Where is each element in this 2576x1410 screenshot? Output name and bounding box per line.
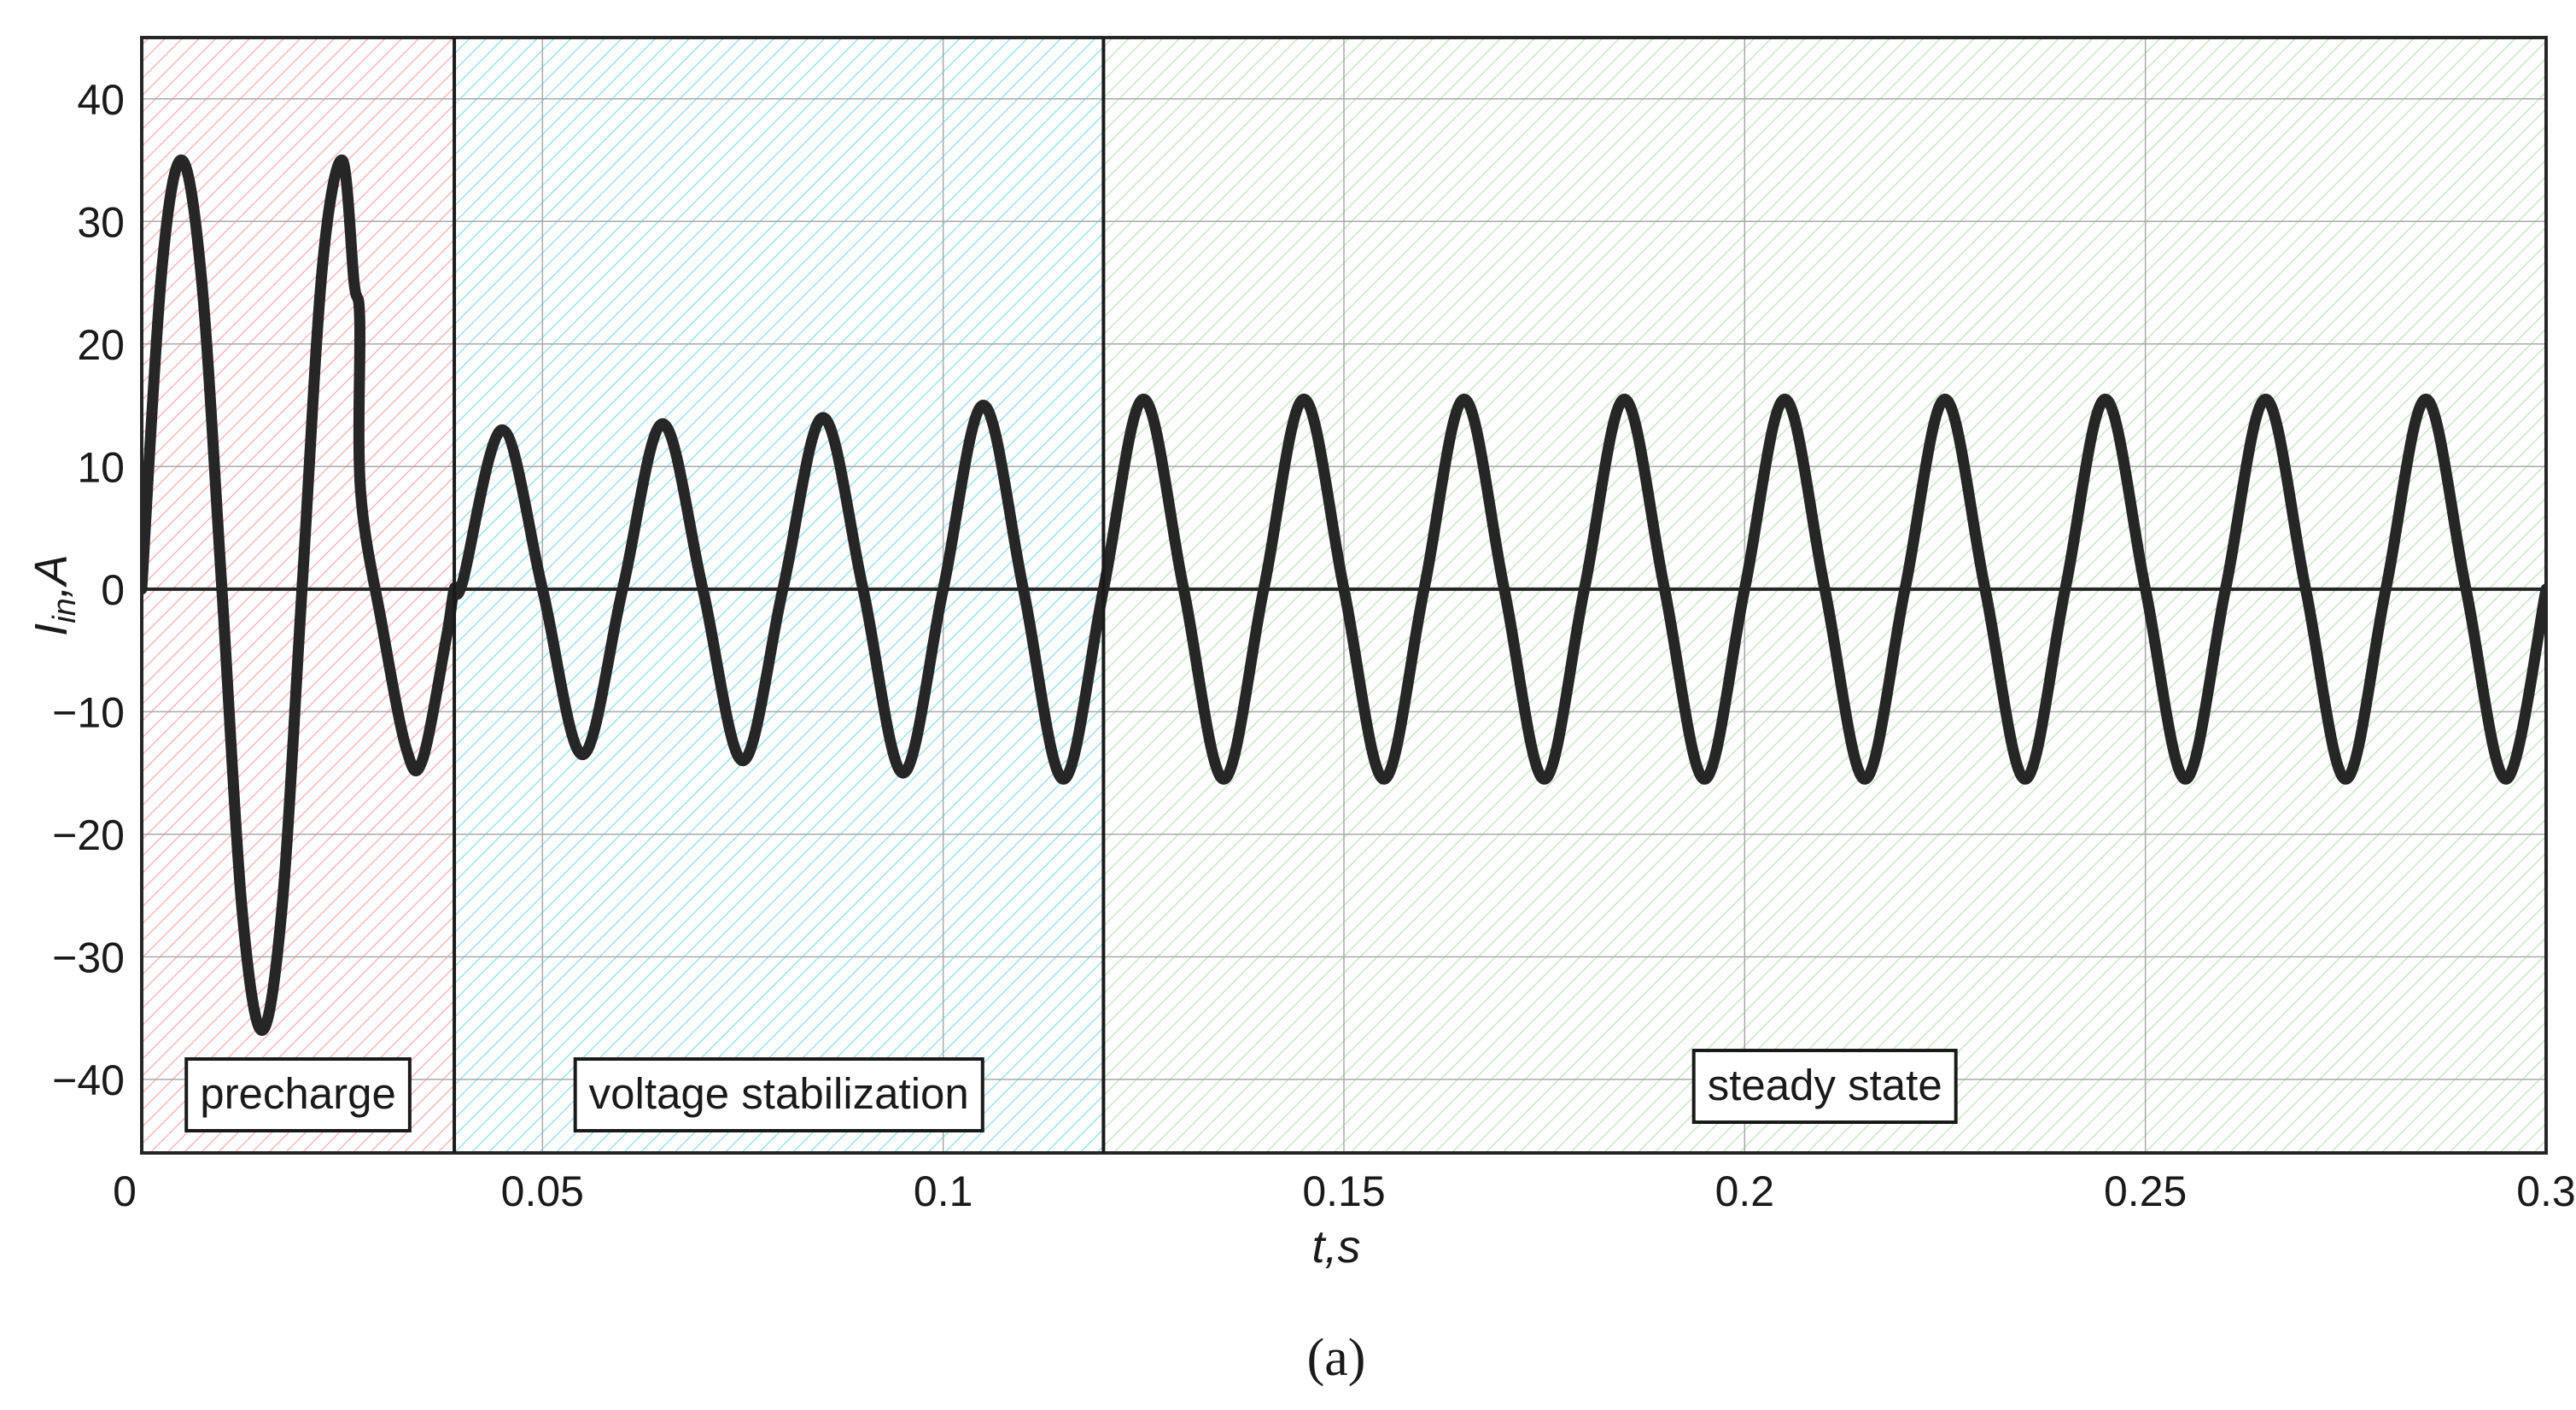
y-tick-label: −30 (52, 933, 125, 981)
tick-labels: 0 0.05 0.1 0.15 0.2 0.25 0.3 40 30 20 10 0 −10 −20 −30… (52, 76, 2576, 1215)
figure-caption: (a) (1307, 1329, 1366, 1387)
y-tick-label: 40 (77, 76, 125, 124)
plot-frame (140, 36, 2548, 1155)
y-tick-label: 30 (77, 198, 125, 246)
region-labels: precharge voltage stabilization steady sta… (184, 1049, 1958, 1132)
svg-text:steady state: steady state (1708, 1061, 1942, 1109)
y-tick-label: 10 (77, 443, 125, 491)
series-layer (142, 155, 2546, 1036)
y-tick-label: −20 (52, 811, 125, 859)
y-tick-label: −10 (52, 688, 125, 736)
series-line-current (142, 155, 2546, 1036)
svg-text:precharge: precharge (200, 1069, 396, 1118)
y-tick-label: −40 (52, 1056, 125, 1104)
region-label: voltage stabilization (573, 1057, 984, 1132)
region-label: steady state (1691, 1049, 1958, 1124)
region-label: precharge (184, 1057, 412, 1132)
x-tick-label: 0 (113, 1167, 137, 1215)
x-axis-label: t,s (1311, 1221, 1360, 1273)
y-axis-label: Iin,A (26, 554, 83, 636)
y-tick-label: 0 (101, 566, 125, 614)
x-tick-label: 0.2 (1715, 1167, 1775, 1215)
svg-text:voltage stabilization: voltage stabilization (589, 1069, 969, 1118)
x-tick-label: 0.3 (2516, 1167, 2576, 1215)
x-tick-label: 0.1 (914, 1167, 973, 1215)
x-tick-label: 0.05 (501, 1167, 584, 1215)
x-tick-label: 0.15 (1302, 1167, 1385, 1215)
y-tick-label: 20 (77, 321, 125, 369)
region-dividers (453, 38, 1106, 1153)
x-tick-label: 0.25 (2104, 1167, 2187, 1215)
